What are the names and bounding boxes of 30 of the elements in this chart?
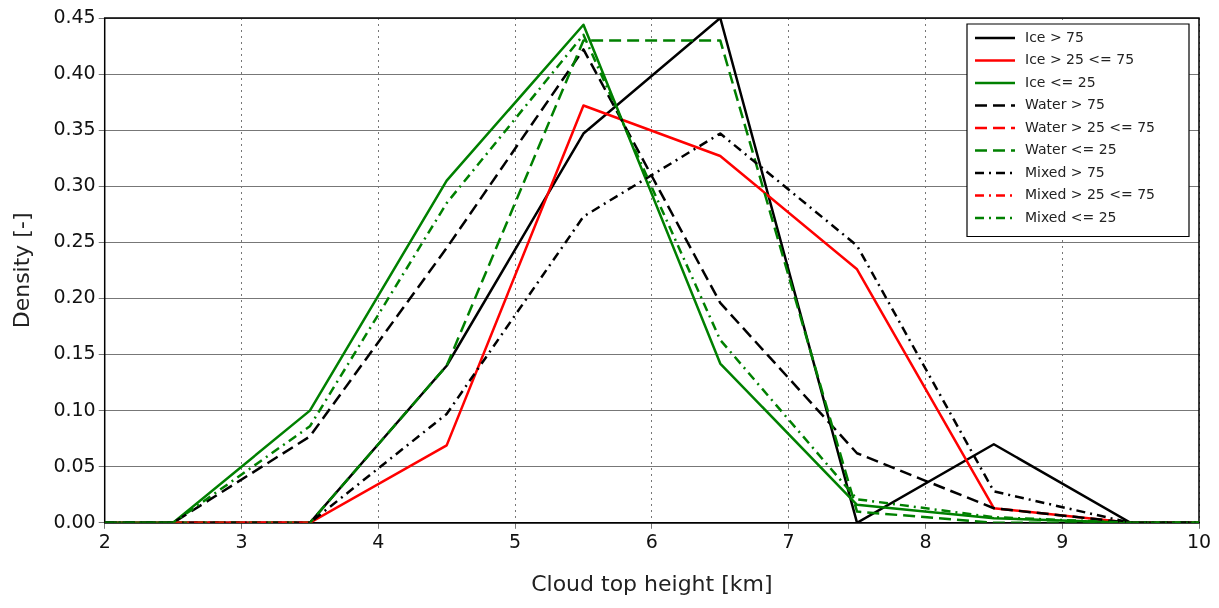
y-tick-label: 0.35 xyxy=(53,117,96,140)
legend-label: Mixed > 25 <= 75 xyxy=(1025,186,1155,203)
y-tick-label: 0.00 xyxy=(53,509,96,532)
legend-label: Water > 75 xyxy=(1025,96,1105,113)
y-axis-title: Density [-] xyxy=(8,212,34,329)
x-tick-label: 9 xyxy=(1056,530,1069,553)
x-axis-title: Cloud top height [km] xyxy=(531,570,773,596)
y-tick-label: 0.30 xyxy=(53,173,96,196)
legend-label: Water <= 25 xyxy=(1025,141,1117,158)
legend-label: Ice > 25 <= 75 xyxy=(1025,51,1135,68)
y-tick-label: 0.20 xyxy=(53,285,96,308)
x-tick-label: 5 xyxy=(509,530,522,553)
y-tick-label: 0.15 xyxy=(53,341,96,364)
y-tick-label: 0.10 xyxy=(53,397,96,420)
x-tick-label: 3 xyxy=(235,530,248,553)
x-tick-label: 2 xyxy=(98,530,111,553)
x-tick-label: 4 xyxy=(372,530,385,553)
legend-label: Ice > 75 xyxy=(1025,28,1084,45)
legend-label: Mixed > 75 xyxy=(1025,163,1105,180)
x-tick-label: 8 xyxy=(919,530,932,553)
legend-label: Mixed <= 25 xyxy=(1025,208,1117,225)
y-tick-label: 0.45 xyxy=(53,4,96,27)
y-tick-label: 0.05 xyxy=(53,453,96,476)
x-tick-label: 7 xyxy=(782,530,795,553)
legend-label: Water > 25 <= 75 xyxy=(1025,118,1156,135)
y-tick-label: 0.25 xyxy=(53,229,96,252)
legend-label: Ice <= 25 xyxy=(1025,73,1096,90)
y-tick-label: 0.40 xyxy=(53,61,96,84)
x-tick-label: 6 xyxy=(645,530,658,553)
x-tick-label: 10 xyxy=(1186,530,1212,553)
